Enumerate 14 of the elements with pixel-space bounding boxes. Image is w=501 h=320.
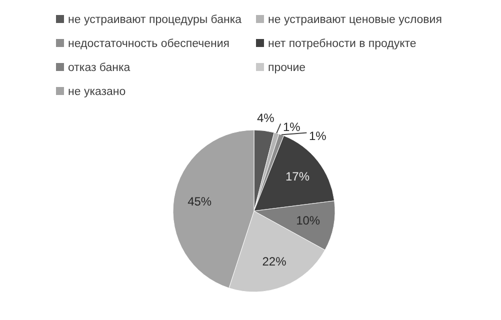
- legend-label: прочие: [268, 62, 306, 74]
- data-label: 1%: [308, 128, 327, 143]
- data-label: 1%: [282, 120, 301, 134]
- data-label: 45%: [188, 194, 212, 209]
- legend-label: недостаточность обеспечения: [68, 38, 230, 50]
- legend-label: отказ банка: [68, 62, 131, 74]
- legend-label: не указано: [68, 86, 126, 98]
- legend-label: нет потребности в продукте: [268, 38, 416, 50]
- legend-label: не устраивают ценовые условия: [268, 14, 442, 26]
- data-label: 22%: [262, 254, 287, 268]
- data-label: 17%: [286, 169, 310, 184]
- data-label: 4%: [256, 110, 275, 125]
- legend-label: не устраивают процедуры банка: [68, 14, 242, 26]
- data-label: 10%: [296, 213, 320, 228]
